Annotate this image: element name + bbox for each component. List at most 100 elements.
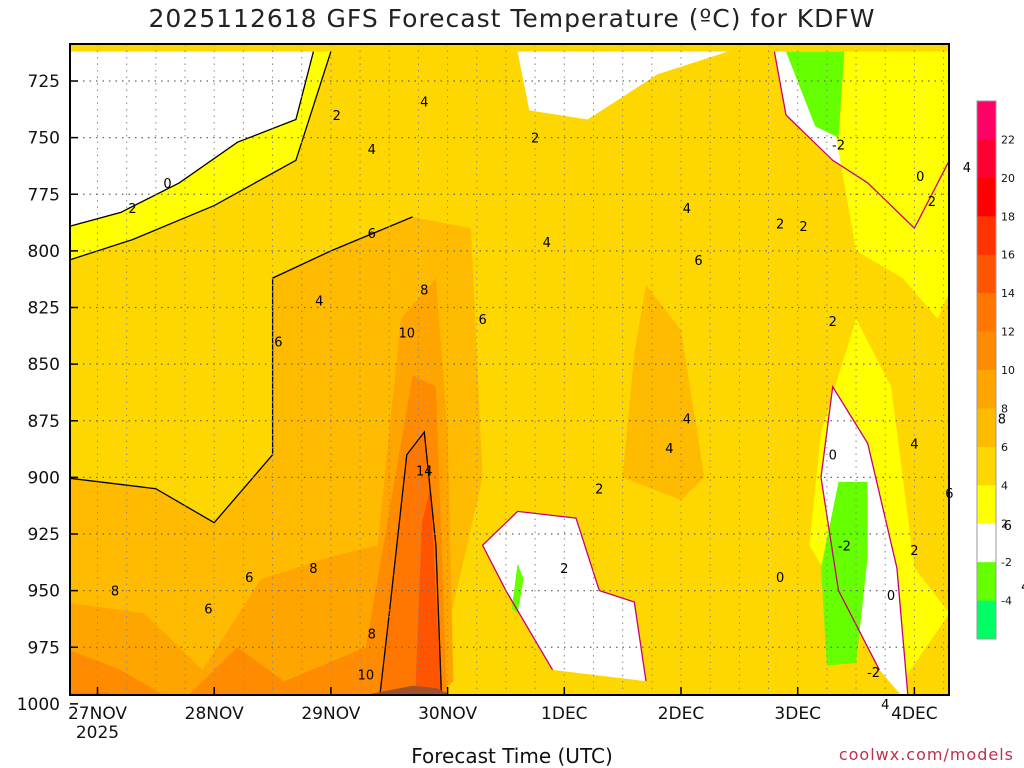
contour-label: -2 <box>867 666 880 681</box>
contour-line-5 <box>481 510 647 682</box>
x-axis-label: Forecast Time (UTC) <box>411 744 613 768</box>
contour-label: 8 <box>420 283 428 298</box>
contour-label: 6 <box>204 603 212 618</box>
contour-line-6 <box>820 384 909 695</box>
contour-label: 2 <box>531 132 539 147</box>
colorbar-swatch <box>977 446 996 486</box>
x-tick-label: 3DEC <box>774 704 821 724</box>
y-tick-label: 900 <box>28 468 60 488</box>
colorbar-swatch <box>977 370 996 409</box>
colorbar-swatch <box>977 523 996 563</box>
colorbar-tick: 16 <box>1001 249 1015 262</box>
contour-label: 4 <box>881 698 889 713</box>
contour-label: 6 <box>245 571 253 586</box>
contour-label: 2 <box>829 315 837 330</box>
contour-label: 6 <box>274 335 282 350</box>
contour-label: 6 <box>368 227 376 242</box>
contour-line-1 <box>70 51 332 261</box>
contour-label: 2 <box>776 218 784 233</box>
colorbar-tick: -2 <box>1001 556 1012 569</box>
x-tick-label: 30NOV <box>418 704 477 724</box>
colorbar-tick: 12 <box>1001 326 1015 339</box>
contour-label: 2 <box>799 220 807 235</box>
colorbar-tick: 6 <box>1001 441 1008 454</box>
x-axis-ticks: 27NOV 28NOV 29NOV 30NOV 1DEC 2DEC 3DEC 4DEC 2025 <box>68 687 938 743</box>
contour-label: 8 <box>368 628 376 643</box>
contour-label: 2 <box>595 483 603 498</box>
colorbar-tick: 22 <box>1001 133 1015 146</box>
contour-label: 4 <box>683 412 691 427</box>
colorbar-tick: 20 <box>1001 172 1015 185</box>
temp-region-4 <box>821 51 949 319</box>
contour-label: 6 <box>694 254 702 269</box>
temp-region-8 <box>821 481 868 666</box>
colorbar-swatch <box>977 485 996 525</box>
colorbar-tick: 4 <box>1001 479 1008 492</box>
colorbar-swatch <box>977 562 996 602</box>
contour-label: 8 <box>309 562 317 577</box>
y-tick-label: 850 <box>28 355 60 375</box>
x-tick-label: 29NOV <box>301 704 360 724</box>
contour-label: 0 <box>887 589 895 604</box>
contour-label: 2 <box>128 202 136 217</box>
plot-frame <box>69 43 950 696</box>
contour-label: 0 <box>916 170 924 185</box>
y-tick-label: 975 <box>28 638 60 658</box>
colorbar-tick: 18 <box>1001 210 1015 223</box>
chart-title: 2025112618 GFS Forecast Temperature (ºC)… <box>148 4 876 33</box>
x-tick-label: 2DEC <box>658 704 705 724</box>
y-tick-label: 725 <box>28 72 60 92</box>
contour-label: 4 <box>543 236 551 251</box>
temp-region-1 <box>70 51 314 227</box>
temp-region-10 <box>511 563 524 614</box>
contour-label: 10 <box>358 668 375 683</box>
contour-label: 2 <box>910 544 918 559</box>
y-tick-label: 925 <box>28 525 60 545</box>
contour-label: 14 <box>416 465 433 480</box>
colorbar-swatch <box>977 177 996 217</box>
contour-label: 2 <box>560 562 568 577</box>
temp-region-13 <box>622 284 705 500</box>
contour-label: 2 <box>928 195 936 210</box>
contour-label: 6 <box>945 487 953 502</box>
terrain <box>365 685 452 695</box>
temp-region-7 <box>482 511 646 682</box>
colorbar-swatch <box>977 101 996 140</box>
y-tick-label: 875 <box>28 412 60 432</box>
colorbar-tick: 8 <box>1001 402 1008 415</box>
y-tick-label: 775 <box>28 185 60 205</box>
y-tick-label: 1000 <box>17 695 60 715</box>
contour-label: 6 <box>478 313 486 328</box>
contour-label: 0 <box>829 449 837 464</box>
colorbar-swatch <box>977 216 996 256</box>
x-tick-label: 1DEC <box>541 704 588 724</box>
colorbar-swatch <box>977 293 996 333</box>
temp-region-9 <box>786 51 845 138</box>
colorbar-tick: 2 <box>1001 518 1008 531</box>
contour-label: 4 <box>315 295 323 310</box>
contour-label: 4 <box>1021 580 1024 595</box>
x-tick-label: 28NOV <box>185 704 244 724</box>
contour-label: -2 <box>838 539 851 554</box>
contour-label: 8 <box>998 412 1006 427</box>
contour-line-4 <box>773 51 949 230</box>
y-axis-ticks: 725 750 775 800 825 850 875 900 925 950 975 1000 <box>17 72 78 715</box>
temp-region-15 <box>70 278 454 695</box>
contour-label: 0 <box>776 571 784 586</box>
contour-label: 0 <box>163 177 171 192</box>
credit-text: coolwx.com/models <box>838 745 1014 764</box>
colorbar-tick: -4 <box>1001 595 1012 608</box>
colorbar-tick: 14 <box>1001 287 1015 300</box>
contour-label: 4 <box>368 143 376 158</box>
colorbar-swatch <box>977 600 996 640</box>
temp-region-21 <box>415 488 442 695</box>
temp-region-16 <box>1008 183 1024 731</box>
colorbar-frame <box>976 100 997 640</box>
contour-label: -2 <box>832 138 845 153</box>
y-tick-label: 750 <box>28 129 60 149</box>
colorbar-swatch <box>977 139 996 179</box>
y-tick-label: 800 <box>28 242 60 262</box>
contour-label: 8 <box>111 585 119 600</box>
x-tick-label: 4DEC <box>891 704 938 724</box>
contour-label: 4 <box>665 442 673 457</box>
